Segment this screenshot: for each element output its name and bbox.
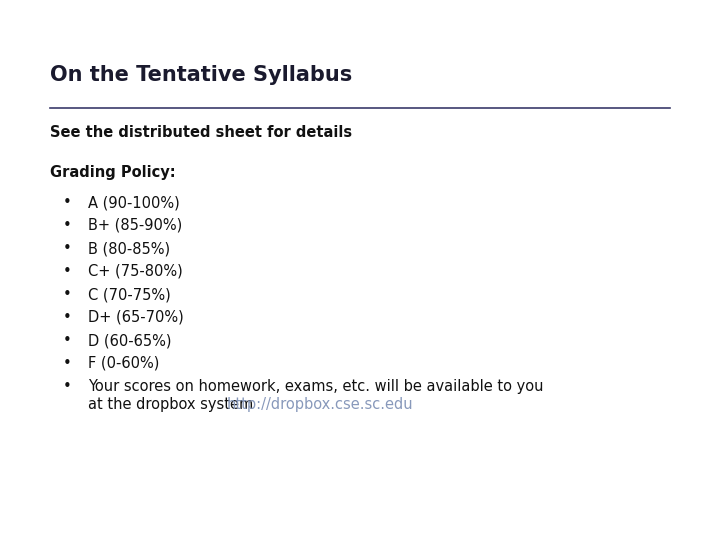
Text: •: •: [63, 356, 72, 371]
Text: D+ (65-70%): D+ (65-70%): [88, 310, 184, 325]
Text: •: •: [63, 241, 72, 256]
Text: •: •: [63, 287, 72, 302]
Text: •: •: [63, 195, 72, 210]
Text: On the Tentative Syllabus: On the Tentative Syllabus: [50, 65, 352, 85]
Text: Grading Policy:: Grading Policy:: [50, 165, 176, 180]
Text: •: •: [63, 218, 72, 233]
Text: A (90-100%): A (90-100%): [88, 195, 180, 210]
Text: •: •: [63, 310, 72, 325]
Text: http://dropbox.cse.sc.edu: http://dropbox.cse.sc.edu: [227, 397, 413, 412]
Text: at the dropbox system: at the dropbox system: [88, 397, 258, 412]
Text: •: •: [63, 379, 72, 394]
Text: F (0-60%): F (0-60%): [88, 356, 159, 371]
Text: D (60-65%): D (60-65%): [88, 333, 171, 348]
Text: Your scores on homework, exams, etc. will be available to you: Your scores on homework, exams, etc. wil…: [88, 379, 544, 394]
Text: •: •: [63, 333, 72, 348]
Text: C+ (75-80%): C+ (75-80%): [88, 264, 183, 279]
Text: B+ (85-90%): B+ (85-90%): [88, 218, 182, 233]
Text: C (70-75%): C (70-75%): [88, 287, 171, 302]
Text: See the distributed sheet for details: See the distributed sheet for details: [50, 125, 352, 140]
Text: •: •: [63, 264, 72, 279]
Text: B (80-85%): B (80-85%): [88, 241, 170, 256]
